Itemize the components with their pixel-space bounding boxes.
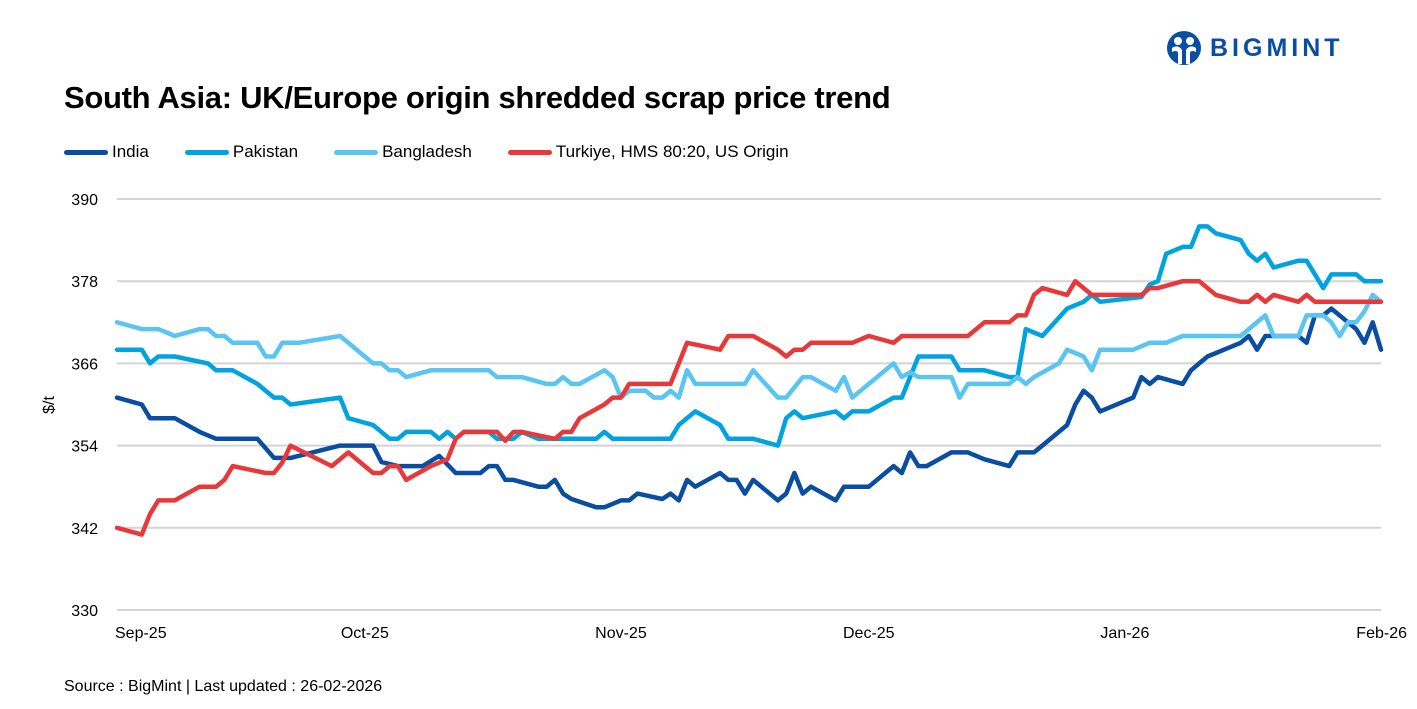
- y-tick-label: 366: [71, 356, 98, 373]
- series-line-bangladesh: [114, 292, 1384, 400]
- series-lines: [114, 224, 1384, 537]
- bigmint-logo: BIGMINT: [1166, 30, 1344, 66]
- x-tick-label: Oct-25: [341, 625, 389, 642]
- legend-swatch: [334, 149, 379, 155]
- legend-label: India: [112, 142, 149, 161]
- bigmint-logo-icon: [1167, 31, 1201, 65]
- x-tick-label: Dec-25: [843, 625, 895, 642]
- series-line-turkiye: [114, 278, 1384, 537]
- legend-item-bangladesh: Bangladesh: [334, 142, 472, 162]
- source-note: Source : BigMint | Last updated : 26-02-…: [64, 678, 383, 695]
- legend-swatch: [64, 149, 108, 155]
- legend-label: Turkiye, HMS 80:20, US Origin: [555, 142, 789, 161]
- y-tick-label: 330: [71, 603, 98, 620]
- x-tick-label: Nov-25: [595, 625, 647, 642]
- bigmint-logo-text: BIGMINT: [1210, 33, 1344, 62]
- legend-item-turkiye: Turkiye, HMS 80:20, US Origin: [507, 142, 789, 162]
- legend-item-pakistan: Pakistan: [184, 142, 299, 162]
- legend-swatch: [507, 149, 552, 155]
- y-tick-label: 342: [71, 521, 98, 538]
- series-line-india: [114, 306, 1384, 510]
- y-axis-label: $/t: [41, 396, 58, 414]
- y-tick-labels: 330 342 354 366 378 390: [71, 192, 98, 620]
- y-tick-label: 378: [71, 274, 98, 291]
- x-tick-labels: Sep-25 Oct-25 Nov-25 Dec-25 Jan-26 Feb-26: [115, 625, 1407, 642]
- x-tick-label: Jan-26: [1100, 625, 1149, 642]
- x-tick-label: Feb-26: [1356, 625, 1407, 642]
- y-tick-label: 354: [71, 439, 98, 456]
- legend-label: Pakistan: [232, 142, 299, 161]
- legend-label: Bangladesh: [382, 142, 472, 161]
- legend: India Pakistan Bangladesh Turkiye, HMS 8…: [64, 142, 825, 162]
- x-tick-label: Sep-25: [115, 625, 167, 642]
- y-tick-label: 390: [71, 192, 98, 209]
- legend-swatch: [184, 149, 229, 155]
- series-line-pakistan: [114, 224, 1384, 448]
- legend-item-india: India: [64, 142, 149, 162]
- chart-title: South Asia: UK/Europe origin shredded sc…: [64, 80, 891, 115]
- gridlines: [117, 198, 1381, 611]
